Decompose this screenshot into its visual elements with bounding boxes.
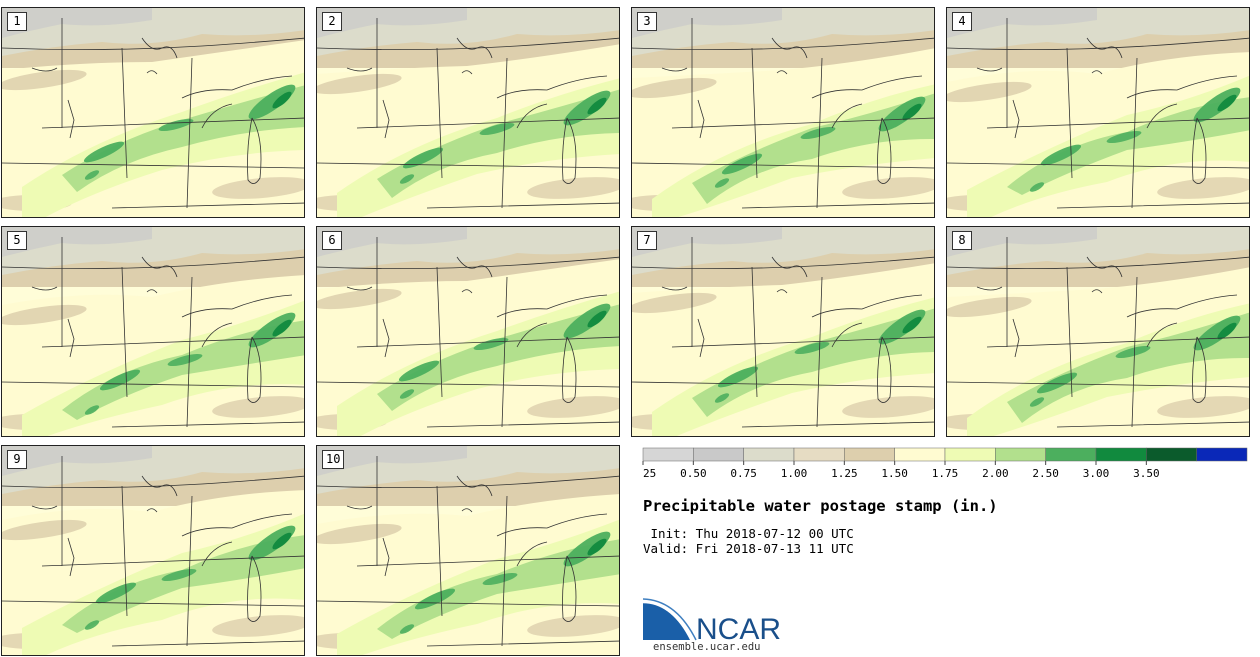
panel-number: 5 bbox=[7, 231, 27, 250]
ncar-logo: NCAR bbox=[642, 598, 781, 642]
precipitable-water-map bbox=[2, 8, 304, 217]
precipitable-water-map bbox=[947, 227, 1249, 436]
panel-number: 9 bbox=[7, 450, 27, 469]
colorbar-tick-label: 0.50 bbox=[680, 467, 707, 480]
colorbar-swatch bbox=[1045, 447, 1097, 462]
precipitable-water-map bbox=[632, 227, 934, 436]
map-panel-7: 7 bbox=[631, 226, 935, 437]
map-panel-5: 5 bbox=[1, 226, 305, 437]
ncar-logo-text: NCAR bbox=[696, 613, 781, 642]
precipitable-water-map bbox=[317, 8, 619, 217]
panel-number: 3 bbox=[637, 12, 657, 31]
colorbar-swatch bbox=[793, 447, 845, 462]
colorbar-swatch bbox=[844, 447, 895, 462]
precipitable-water-map bbox=[2, 446, 304, 655]
logo-url: ensemble.ucar.edu bbox=[653, 641, 761, 653]
colorbar-tick-label: 1.25 bbox=[831, 467, 858, 480]
colorbar-swatch bbox=[743, 447, 795, 462]
map-panel-6: 6 bbox=[316, 226, 620, 437]
colorbar-swatch bbox=[693, 447, 744, 462]
precipitable-water-map bbox=[317, 446, 619, 655]
colorbar-swatch bbox=[1146, 447, 1197, 462]
panel-number: 10 bbox=[322, 450, 345, 469]
map-panel-4: 4 bbox=[946, 7, 1250, 218]
colorbar-tick-label: 1.00 bbox=[781, 467, 808, 480]
colorbar-swatch bbox=[944, 447, 996, 462]
colorbar-swatch bbox=[894, 447, 946, 462]
panel-number: 6 bbox=[322, 231, 342, 250]
precipitable-water-map bbox=[2, 227, 304, 436]
map-panel-2: 2 bbox=[316, 7, 620, 218]
colorbar-tick-label: 2.00 bbox=[982, 467, 1009, 480]
colorbar-tick-label: 0.75 bbox=[730, 467, 757, 480]
colorbar-swatch bbox=[1196, 447, 1248, 462]
map-panel-9: 9 bbox=[1, 445, 305, 656]
colorbar-swatch bbox=[1095, 447, 1147, 462]
valid-time: Valid: Fri 2018-07-13 11 UTC bbox=[643, 541, 854, 556]
colorbar-tick-label: 3.50 bbox=[1133, 467, 1160, 480]
colorbar-tick-label: 2.50 bbox=[1032, 467, 1059, 480]
colorbar-swatch bbox=[995, 447, 1046, 462]
panel-number: 8 bbox=[952, 231, 972, 250]
map-panel-8: 8 bbox=[946, 226, 1250, 437]
colorbar-tick-label: 3.00 bbox=[1083, 467, 1110, 480]
precipitable-water-map bbox=[632, 8, 934, 217]
panel-number: 7 bbox=[637, 231, 657, 250]
precipitable-water-map bbox=[947, 8, 1249, 217]
panel-number: 4 bbox=[952, 12, 972, 31]
map-panel-10: 10 bbox=[316, 445, 620, 656]
panel-number: 1 bbox=[7, 12, 27, 31]
colorbar-swatch bbox=[642, 447, 694, 462]
colorbar-tick-label: 1.75 bbox=[932, 467, 959, 480]
map-panel-3: 3 bbox=[631, 7, 935, 218]
colorbar-tick-label: 1.50 bbox=[881, 467, 908, 480]
colorbar: 0.25 0.50 0.75 1.00 1.25 1.50 1.75 2.00 2.50 3.00… bbox=[642, 447, 1248, 480]
product-title: Precipitable water postage stamp (in.) bbox=[643, 497, 998, 515]
map-panel-1: 1 bbox=[1, 7, 305, 218]
precipitable-water-map bbox=[317, 227, 619, 436]
colorbar-tick-label: 0.25 bbox=[642, 467, 656, 480]
init-time: Init: Thu 2018-07-12 00 UTC bbox=[643, 526, 854, 541]
panel-number: 2 bbox=[322, 12, 342, 31]
